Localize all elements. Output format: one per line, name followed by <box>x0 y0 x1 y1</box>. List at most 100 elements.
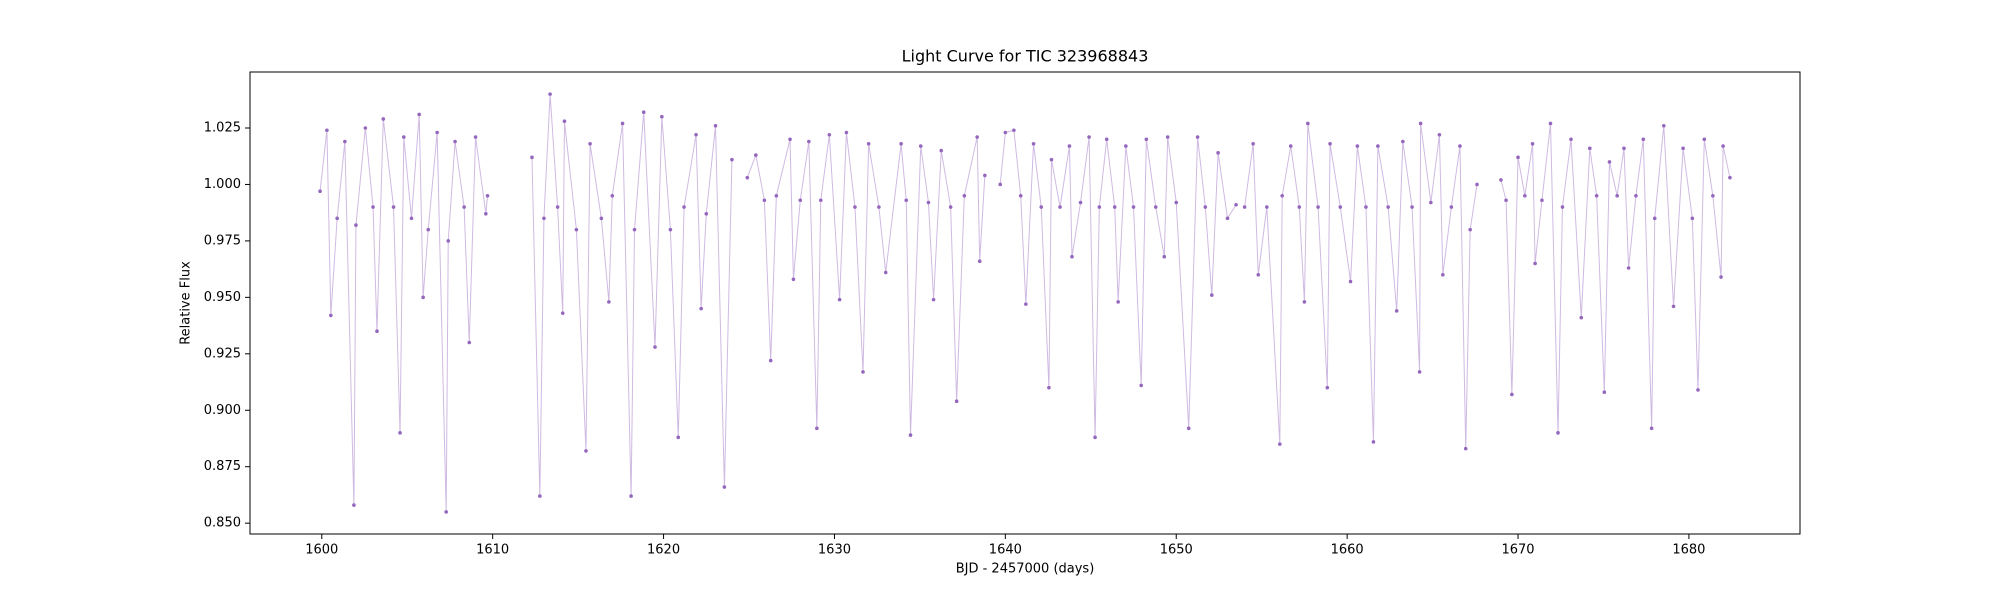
data-point <box>1516 155 1520 160</box>
data-point <box>1058 205 1062 209</box>
data-point <box>1622 146 1626 151</box>
data-point <box>1049 157 1054 162</box>
data-point <box>1386 205 1390 209</box>
data-point <box>682 205 686 209</box>
data-point <box>1458 144 1462 148</box>
data-point <box>444 510 448 514</box>
data-point <box>599 216 604 221</box>
data-point <box>1615 193 1619 198</box>
data-point <box>1325 385 1330 390</box>
data-point <box>1124 144 1128 148</box>
data-point <box>542 216 546 221</box>
data-point <box>1696 388 1700 392</box>
data-point <box>1070 254 1074 259</box>
data-point <box>1024 302 1028 306</box>
data-point <box>1594 193 1599 198</box>
data-point <box>883 270 888 275</box>
data-point <box>1338 205 1343 209</box>
data-point <box>1569 137 1573 142</box>
data-point <box>694 132 698 137</box>
data-point <box>1234 202 1238 207</box>
data-point <box>1607 160 1612 164</box>
data-point <box>1540 198 1544 203</box>
data-point <box>798 198 803 203</box>
data-point <box>354 223 358 227</box>
data-point <box>1139 383 1144 388</box>
data-point <box>1437 132 1442 137</box>
x-tick-label: 1680 <box>1672 543 1705 558</box>
data-point <box>1634 193 1638 198</box>
data-point <box>926 200 931 205</box>
plot-frame <box>249 71 1801 535</box>
data-point <box>1203 205 1208 209</box>
light-curve <box>1500 123 1731 433</box>
data-point <box>768 358 773 363</box>
data-point <box>343 139 347 144</box>
data-point <box>931 297 936 302</box>
chart-title: Light Curve for TIC 323968843 <box>902 47 1149 66</box>
data-point <box>1449 205 1454 209</box>
x-tick-label: 1640 <box>989 543 1022 558</box>
data-point <box>730 157 734 162</box>
data-point <box>375 329 379 334</box>
data-point <box>948 205 953 209</box>
data-point <box>1463 446 1468 451</box>
data-point <box>1560 205 1565 209</box>
data-point <box>1711 193 1715 198</box>
light-curve <box>319 114 489 512</box>
data-point <box>1087 135 1091 139</box>
data-point <box>908 433 913 437</box>
data-point <box>713 123 718 128</box>
data-point <box>391 205 396 209</box>
data-point <box>462 205 466 209</box>
data-point <box>1216 151 1220 155</box>
data-point <box>1003 130 1008 135</box>
y-tick-label: 1.000 <box>204 177 241 192</box>
data-point <box>548 92 552 96</box>
data-point <box>1093 435 1097 440</box>
data-point <box>653 345 657 349</box>
data-point <box>1131 205 1136 209</box>
data-point <box>977 259 982 264</box>
data-point <box>1265 205 1269 209</box>
data-point <box>584 449 588 453</box>
data-point <box>1504 198 1508 203</box>
data-point <box>704 212 709 216</box>
data-point <box>1348 279 1353 284</box>
data-point <box>1209 293 1214 297</box>
data-point <box>402 135 406 139</box>
x-tick-label: 1650 <box>1160 543 1193 558</box>
data-point <box>417 112 421 117</box>
data-point <box>1364 205 1368 209</box>
data-point <box>1523 193 1527 198</box>
data-point <box>485 193 490 198</box>
data-point <box>1556 431 1560 435</box>
x-axis-label: BJD - 2457000 (days) <box>956 562 1095 577</box>
data-point <box>1288 144 1293 148</box>
data-point <box>484 212 488 216</box>
x-tick-label: 1630 <box>818 543 851 558</box>
data-point <box>1690 216 1695 221</box>
data-point <box>815 426 819 431</box>
data-point <box>1186 426 1191 431</box>
data-point <box>381 117 386 121</box>
data-point <box>318 189 322 194</box>
data-point <box>1174 200 1179 205</box>
data-point <box>1078 200 1083 205</box>
data-point <box>1112 205 1117 209</box>
data-point <box>1153 205 1158 209</box>
data-point <box>641 110 646 114</box>
data-point <box>1297 205 1302 209</box>
data-point <box>954 399 959 404</box>
data-point <box>610 193 615 198</box>
data-point <box>1410 205 1414 209</box>
data-point <box>620 121 625 126</box>
data-point <box>699 306 703 311</box>
data-point <box>1681 146 1685 151</box>
data-point <box>791 277 796 282</box>
data-point <box>877 205 881 209</box>
data-point <box>538 494 542 498</box>
data-point <box>1067 144 1072 148</box>
data-point <box>1652 216 1657 221</box>
data-point <box>1728 175 1732 180</box>
